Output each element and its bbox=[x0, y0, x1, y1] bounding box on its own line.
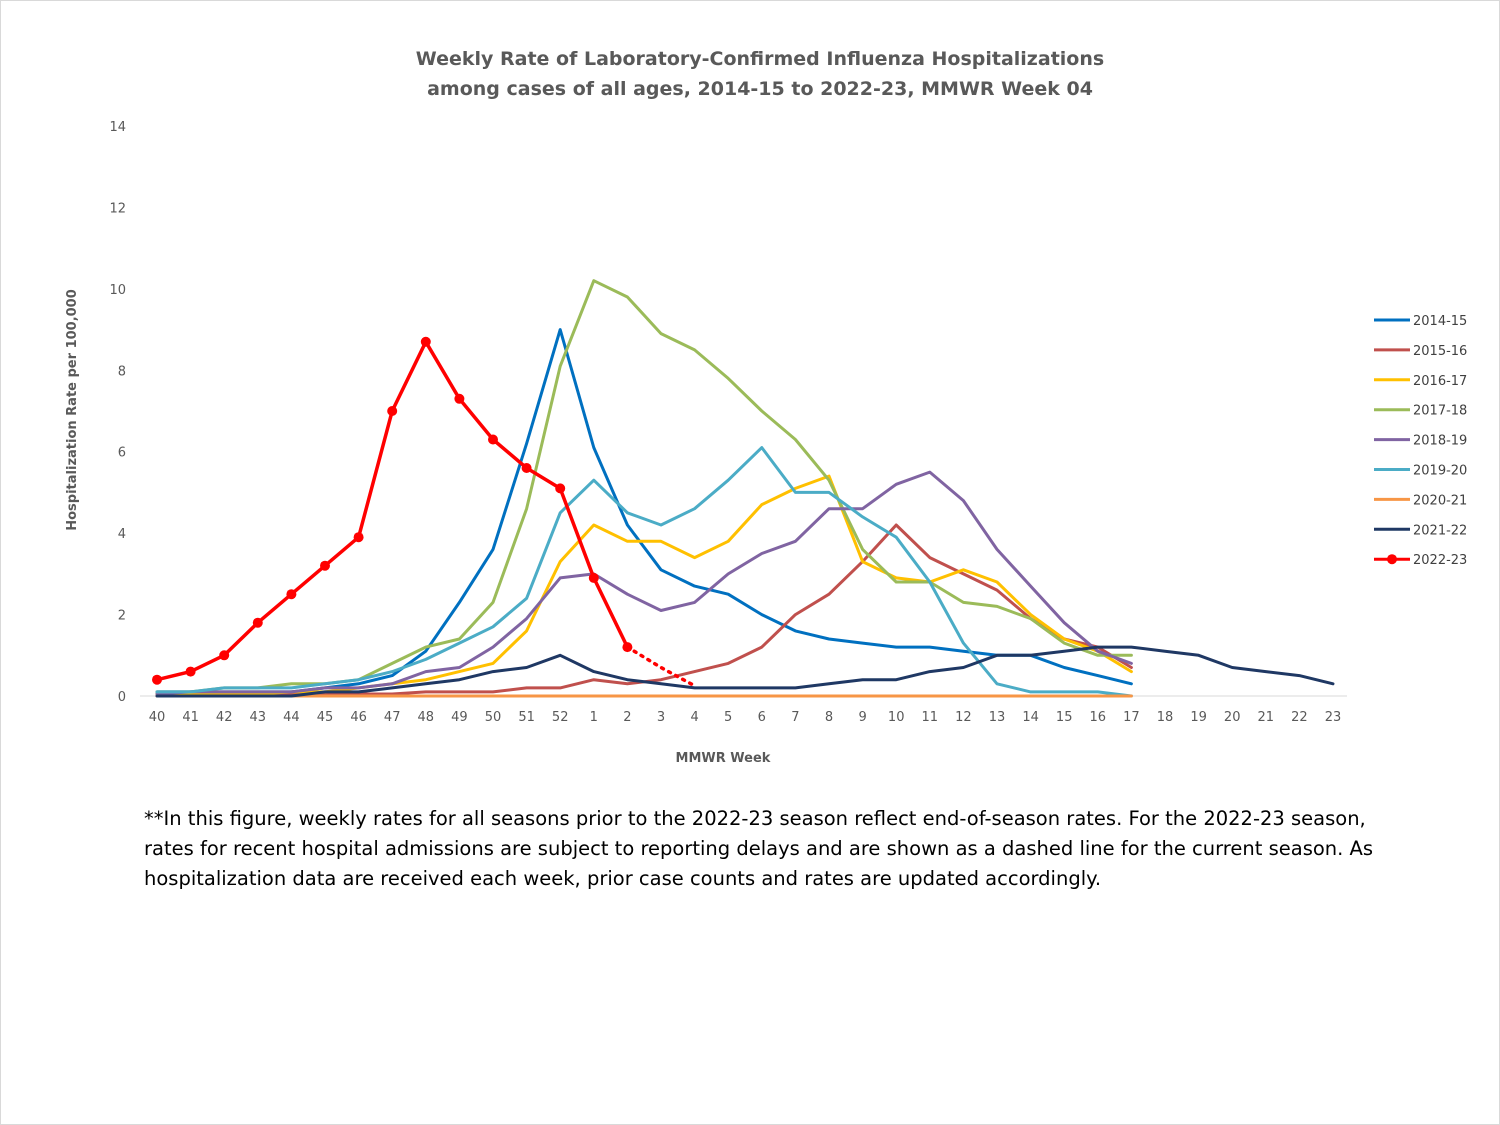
x-tick-label: 44 bbox=[283, 710, 300, 725]
series-2022-23-point bbox=[219, 650, 230, 661]
series-2022-23-line bbox=[155, 340, 630, 682]
series-2019-20-line bbox=[155, 446, 1133, 698]
legend-label: 2020-21 bbox=[1413, 493, 1467, 508]
series-2014-15-line bbox=[155, 328, 1133, 694]
x-tick-label: 23 bbox=[1325, 710, 1342, 725]
series-2022-23-point bbox=[454, 393, 465, 404]
legend-marker-2022-23 bbox=[1387, 554, 1397, 565]
legend-label: 2016-17 bbox=[1413, 374, 1467, 389]
x-tick-label: 12 bbox=[955, 710, 972, 725]
legend-label: 2022-23 bbox=[1413, 553, 1467, 568]
legend-label: 2015-16 bbox=[1413, 344, 1467, 359]
x-tick-label: 9 bbox=[858, 710, 866, 725]
series-2022-23-point bbox=[320, 560, 330, 571]
y-axis-ticks: 0 2 4 6 8 10 12 14 bbox=[109, 120, 126, 705]
x-tick-label: 46 bbox=[350, 710, 367, 725]
x-tick-label: 1 bbox=[590, 710, 598, 725]
series-2018-19-line bbox=[155, 470, 1133, 696]
x-tick-label: 22 bbox=[1291, 710, 1308, 725]
x-tick-label: 4 bbox=[690, 710, 698, 725]
series-2022-23-point bbox=[152, 674, 162, 685]
series-2022-23-point bbox=[353, 532, 364, 543]
series-2022-23-point bbox=[185, 666, 196, 677]
y-tick-label: 6 bbox=[118, 446, 126, 461]
x-tick-label: 11 bbox=[922, 710, 939, 725]
legend-label: 2019-20 bbox=[1413, 464, 1467, 479]
x-tick-label: 5 bbox=[724, 710, 732, 725]
series-2022-23-point bbox=[252, 617, 263, 628]
x-tick-label: 14 bbox=[1022, 710, 1039, 725]
footnote: **In this figure, weekly rates for all s… bbox=[144, 807, 1374, 890]
y-tick-label: 0 bbox=[118, 690, 126, 705]
series-2022-23-point bbox=[588, 572, 599, 583]
x-tick-label: 50 bbox=[485, 710, 502, 725]
x-tick-label: 49 bbox=[451, 710, 468, 725]
series-2022-23-point bbox=[521, 463, 532, 473]
x-axis-ticks: 40 41 42 43 44 45 46 47 48 49 50 51 52 1 2 3 4 5 6 7 8 9 10 11 1… bbox=[149, 710, 1342, 725]
series-2022-23-point bbox=[555, 483, 566, 494]
y-tick-label: 2 bbox=[118, 609, 126, 624]
y-tick-label: 4 bbox=[118, 527, 126, 542]
x-tick-label: 15 bbox=[1056, 710, 1073, 725]
x-tick-label: 51 bbox=[518, 710, 535, 725]
x-tick-label: 2 bbox=[623, 710, 631, 725]
x-tick-label: 41 bbox=[182, 710, 199, 725]
chart-title-line-1: Weekly Rate of Laboratory-Confirmed Infl… bbox=[416, 48, 1104, 70]
x-tick-label: 21 bbox=[1258, 710, 1275, 725]
y-tick-label: 12 bbox=[109, 201, 126, 216]
series-2022-23-point bbox=[420, 336, 431, 347]
y-axis-title: Hospitalization Rate per 100,000 bbox=[65, 289, 80, 531]
series-lines bbox=[152, 279, 1335, 698]
series-2022-23-point bbox=[387, 406, 398, 416]
x-tick-label: 43 bbox=[250, 710, 267, 725]
x-tick-label: 10 bbox=[888, 710, 905, 725]
x-tick-label: 52 bbox=[552, 710, 569, 725]
hospitalization-line-chart: Weekly Rate of Laboratory-Confirmed Infl… bbox=[65, 48, 1467, 766]
series-2021-22-line bbox=[155, 645, 1335, 698]
x-tick-label: 8 bbox=[825, 710, 833, 725]
x-tick-label: 47 bbox=[384, 710, 401, 725]
x-tick-label: 6 bbox=[758, 710, 766, 725]
series-2022-23-point bbox=[488, 434, 498, 445]
x-tick-label: 48 bbox=[418, 710, 435, 725]
legend: 2014-15 2015-16 2016-17 2017-18 2018-19 2019-… bbox=[1374, 314, 1467, 568]
chart-title-line-2: among cases of all ages, 2014-15 to 2022… bbox=[427, 78, 1093, 100]
series-2022-23-point bbox=[286, 589, 297, 600]
x-tick-label: 45 bbox=[317, 710, 334, 725]
legend-label: 2017-18 bbox=[1413, 404, 1467, 419]
x-tick-label: 17 bbox=[1123, 710, 1140, 725]
x-tick-label: 20 bbox=[1224, 710, 1241, 725]
x-tick-label: 42 bbox=[216, 710, 233, 725]
y-tick-label: 10 bbox=[109, 283, 126, 298]
x-axis-title: MMWR Week bbox=[676, 751, 771, 766]
series-2022-23-dashed-tail bbox=[625, 645, 697, 688]
x-tick-label: 7 bbox=[791, 710, 799, 725]
y-tick-label: 8 bbox=[118, 364, 126, 379]
series-2022-23-point bbox=[622, 642, 633, 653]
series-2017-18-line bbox=[155, 279, 1133, 694]
x-tick-label: 19 bbox=[1190, 710, 1207, 725]
x-tick-label: 13 bbox=[989, 710, 1006, 725]
legend-label: 2018-19 bbox=[1413, 434, 1467, 449]
x-tick-label: 16 bbox=[1090, 710, 1107, 725]
x-tick-label: 40 bbox=[149, 710, 166, 725]
x-tick-label: 18 bbox=[1157, 710, 1174, 725]
y-tick-label: 14 bbox=[109, 120, 126, 135]
x-tick-label: 3 bbox=[657, 710, 665, 725]
legend-label: 2014-15 bbox=[1413, 314, 1467, 329]
legend-label: 2021-22 bbox=[1413, 523, 1467, 538]
